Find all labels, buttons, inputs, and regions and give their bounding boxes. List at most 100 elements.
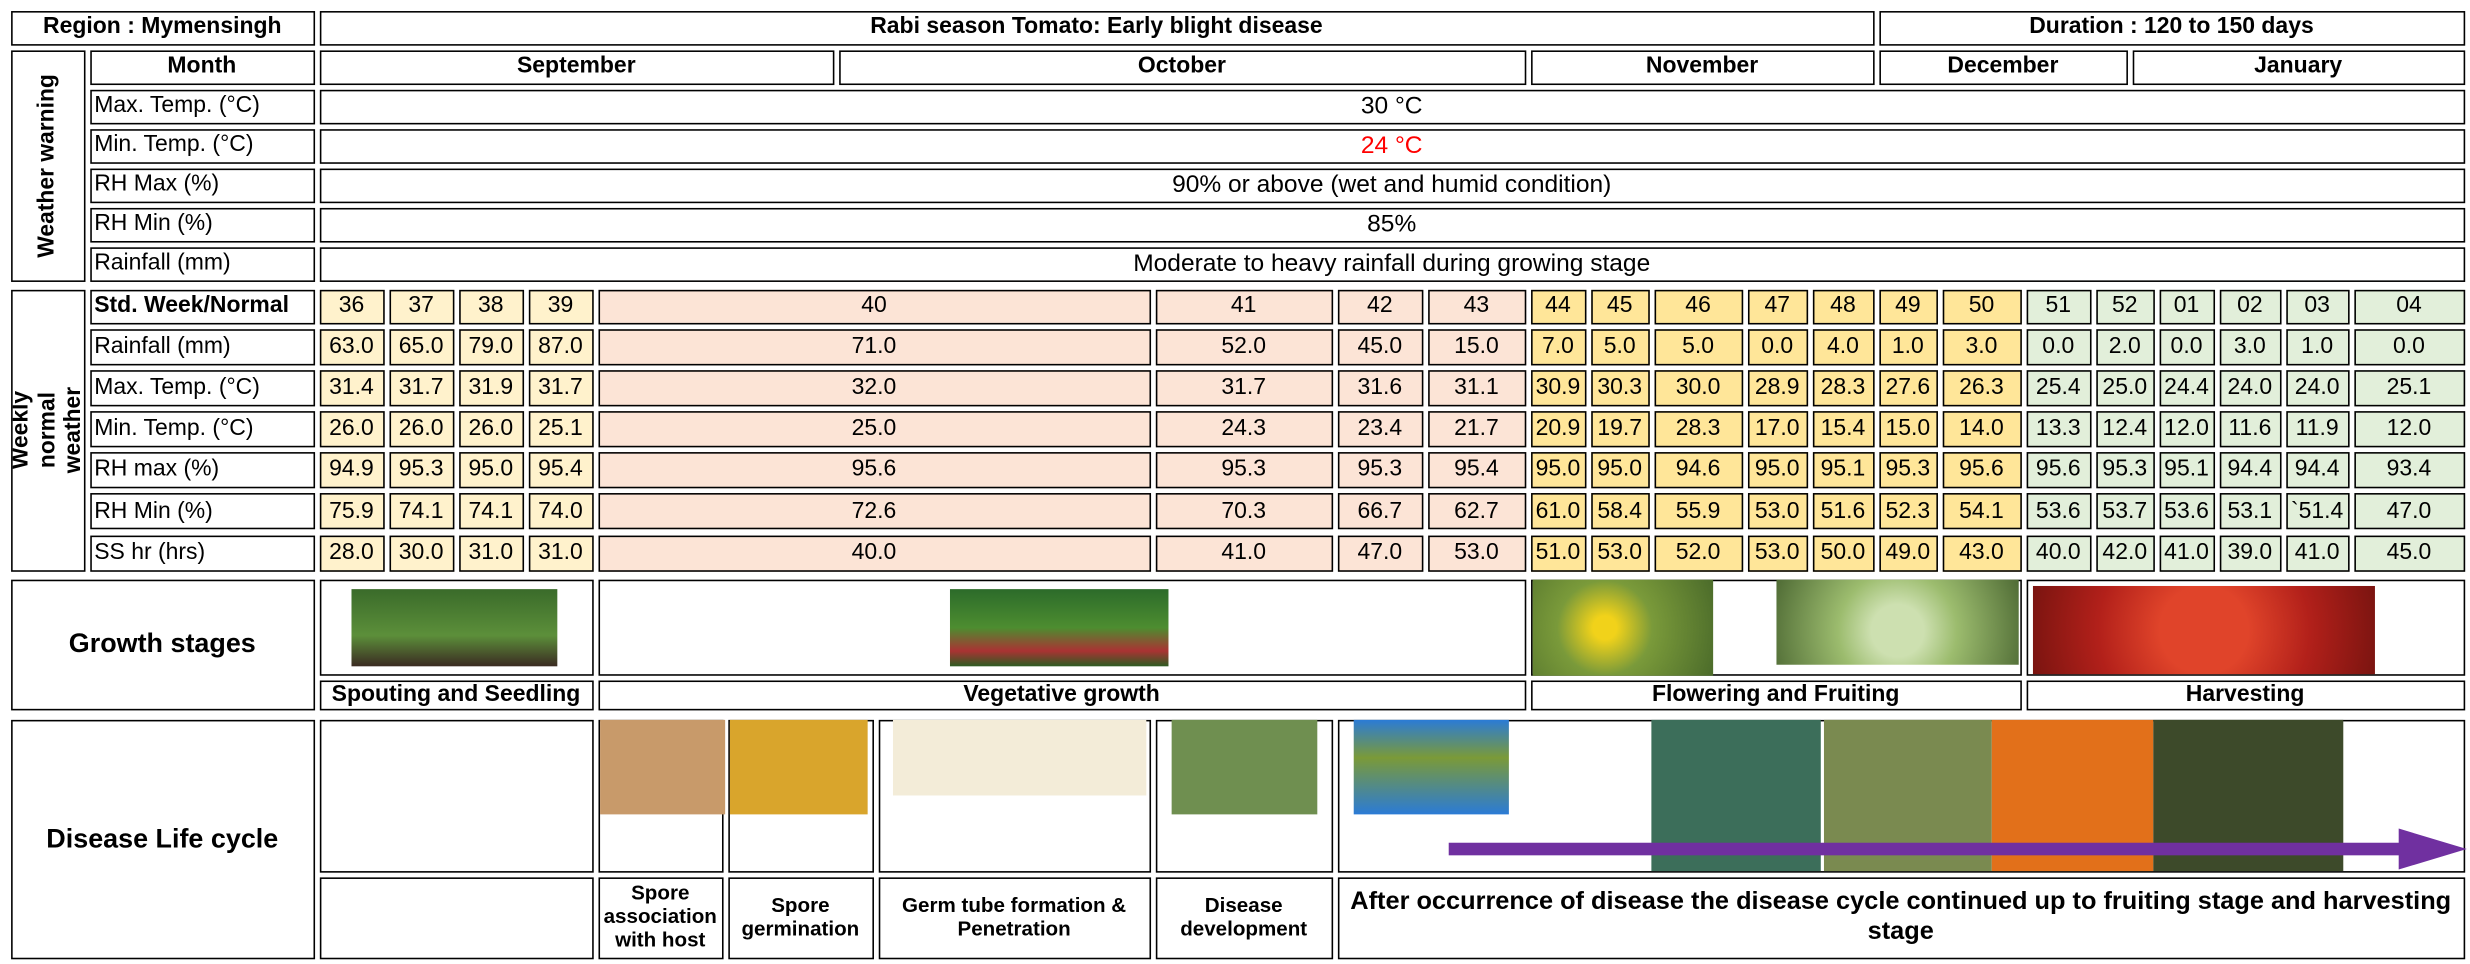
row-label: Max. Temp. (°C) xyxy=(89,88,315,124)
weather-value: 41.0 xyxy=(2158,534,2215,572)
section-label: Growth stages xyxy=(10,578,315,710)
weather-value: 31.0 xyxy=(458,534,524,572)
penetration-diagram xyxy=(892,719,1147,796)
weather-value: 53.6 xyxy=(2158,493,2215,531)
weather-value: 26.0 xyxy=(388,410,454,448)
weather-value: 95.0 xyxy=(1590,452,1650,489)
weather-value: 21.7 xyxy=(1427,410,1526,448)
weather-value: 4.0 xyxy=(1812,328,1874,365)
row-label: RH Max (%) xyxy=(89,167,315,203)
weather-value: 2.0 xyxy=(2095,328,2155,365)
week: 43 xyxy=(1427,289,1526,324)
weather-value: 12.0 xyxy=(2353,410,2465,448)
week: 03 xyxy=(2285,289,2349,324)
month: January xyxy=(2131,49,2465,85)
week: 52 xyxy=(2095,289,2155,324)
weather-value: 52.3 xyxy=(1878,493,1938,531)
weather-value: 55.9 xyxy=(1653,493,1743,531)
warning-value: 30 °C xyxy=(319,88,2465,124)
weather-value: 5.0 xyxy=(1590,328,1650,365)
weather-value: 12.0 xyxy=(2158,410,2215,448)
week: 36 xyxy=(319,289,384,324)
weather-value: 20.9 xyxy=(1530,410,1586,448)
week: 37 xyxy=(388,289,454,324)
row-label: Min. Temp. (°C) xyxy=(89,128,315,164)
weather-value: 66.7 xyxy=(1337,493,1423,531)
weather-value: 74.1 xyxy=(458,493,524,531)
weather-value: 41.0 xyxy=(1155,534,1333,572)
weather-value: 30.0 xyxy=(388,534,454,572)
weather-value: 25.0 xyxy=(597,410,1151,448)
weather-value: 71.0 xyxy=(597,328,1151,365)
weather-value: 25.1 xyxy=(528,410,593,448)
row-label: RH max (%) xyxy=(89,452,315,489)
weather-value: 62.7 xyxy=(1427,493,1526,531)
weather-value: 0.0 xyxy=(2353,328,2465,365)
weather-value: 42.0 xyxy=(2095,534,2155,572)
weather-value: 13.3 xyxy=(2025,410,2091,448)
weather-value: 95.4 xyxy=(528,452,593,489)
week: 40 xyxy=(597,289,1151,324)
weather-value: 24.4 xyxy=(2158,369,2215,407)
region: Region : Mymensingh xyxy=(10,10,315,45)
row-label: SS hr (hrs) xyxy=(89,534,315,572)
weather-value: 74.1 xyxy=(388,493,454,531)
image-cell xyxy=(319,578,593,675)
weather-value: 25.4 xyxy=(2025,369,2091,407)
weather-value: 94.9 xyxy=(319,452,384,489)
weather-value: 43.0 xyxy=(1941,534,2022,572)
image-cell xyxy=(319,719,593,872)
weather-value: 61.0 xyxy=(1530,493,1586,531)
weather-value: 11.6 xyxy=(2218,410,2281,448)
weather-value: 95.3 xyxy=(388,452,454,489)
weather-value: 31.9 xyxy=(458,369,524,407)
weather-value: 7.0 xyxy=(1530,328,1586,365)
week: 46 xyxy=(1653,289,1743,324)
weather-value: 58.4 xyxy=(1590,493,1650,531)
photo xyxy=(1532,579,1714,676)
weather-value: 26.3 xyxy=(1941,369,2022,407)
weather-value: 95.0 xyxy=(458,452,524,489)
month: December xyxy=(1878,49,2128,85)
weather-value: 54.1 xyxy=(1941,493,2022,531)
weather-value: 94.4 xyxy=(2218,452,2281,489)
spore-image xyxy=(600,719,726,815)
week: 39 xyxy=(528,289,593,324)
weather-value: 94.4 xyxy=(2285,452,2349,489)
cycle-step: Spore germination xyxy=(727,876,874,959)
weather-value: 95.3 xyxy=(1155,452,1333,489)
photo xyxy=(949,589,1169,667)
weather-value: 95.6 xyxy=(1941,452,2022,489)
weather-value: 53.0 xyxy=(1747,493,1808,531)
section-label: Weekly normal weather xyxy=(10,289,85,572)
weather-value: 31.0 xyxy=(528,534,593,572)
weather-value: 28.0 xyxy=(319,534,384,572)
weather-value: 31.7 xyxy=(528,369,593,407)
cycle-step: After occurrence of disease the disease … xyxy=(1337,876,2465,959)
weather-value: 40.0 xyxy=(597,534,1151,572)
weather-value: 28.9 xyxy=(1747,369,1808,407)
weather-value: 5.0 xyxy=(1653,328,1743,365)
photo xyxy=(2032,585,2375,675)
row-label: Max. Temp. (°C) xyxy=(89,369,315,407)
weather-value: 1.0 xyxy=(1878,328,1938,365)
title: Rabi season Tomato: Early blight disease xyxy=(319,10,1874,45)
weather-value: 39.0 xyxy=(2218,534,2281,572)
weather-value: 93.4 xyxy=(2353,452,2465,489)
photo xyxy=(351,589,558,667)
weather-value: 31.6 xyxy=(1337,369,1423,407)
stage: Flowering and Fruiting xyxy=(1530,679,2022,710)
weather-value: 95.0 xyxy=(1530,452,1586,489)
month: October xyxy=(838,49,1526,85)
section-label: Weather warning xyxy=(10,49,85,282)
weather-value: 30.0 xyxy=(1653,369,1743,407)
weather-value: 95.3 xyxy=(2095,452,2155,489)
empty-cell xyxy=(319,876,593,959)
week: 50 xyxy=(1941,289,2022,324)
image-cell xyxy=(1530,578,2022,675)
weather-value: 95.3 xyxy=(1337,452,1423,489)
weather-value: 15.0 xyxy=(1878,410,1938,448)
weather-value: 47.0 xyxy=(1337,534,1423,572)
weather-value: 24.3 xyxy=(1155,410,1333,448)
